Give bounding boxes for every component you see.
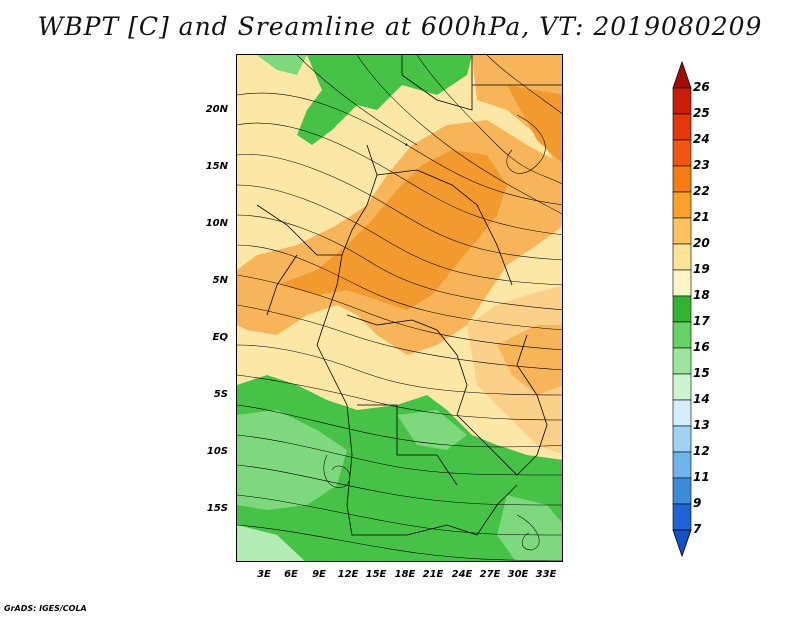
colorbar-cell	[672, 217, 692, 245]
colorbar-bottom-arrow	[672, 529, 692, 558]
colorbar-cell	[672, 373, 692, 401]
colorbar-cells	[672, 87, 692, 531]
colorbar-cell	[672, 295, 692, 323]
colorbar-cell	[672, 165, 692, 193]
chart-title: WBPT [C] and Sreamline at 600hPa, VT: 20…	[37, 12, 763, 41]
colorbar-level-label: 9	[693, 496, 702, 510]
country-borders	[256, 55, 562, 536]
lat-label-15s: 15S	[206, 503, 228, 514]
green-north	[297, 55, 472, 145]
green-northwest	[257, 55, 307, 75]
darkorange-central	[277, 150, 507, 310]
colorbar-cell	[672, 347, 692, 375]
colorbar-level-label: 16	[693, 340, 710, 354]
colorbar-level-label: 14	[693, 392, 710, 406]
colorbar-level-label: 7	[693, 522, 702, 536]
colorbar-cell	[672, 113, 692, 141]
lat-label-10n: 10N	[205, 218, 228, 229]
lon-label-12e: 12E	[337, 569, 359, 580]
lat-label-5n: 5N	[212, 275, 228, 286]
footer-credit: GrADS: IGES/COLA	[4, 604, 87, 613]
lat-label-20n: 20N	[205, 104, 228, 115]
colorbar-cell	[672, 191, 692, 219]
colorbar-cell	[672, 87, 692, 115]
colorbar-level-label: 21	[693, 210, 710, 224]
lat-label-10s: 10S	[206, 446, 228, 457]
streamlines	[237, 55, 562, 561]
colorbar-level-label: 25	[693, 106, 710, 120]
colorbar-level-label: 11	[693, 470, 710, 484]
colorbar	[672, 60, 692, 558]
lat-label-5s: 5S	[213, 389, 228, 400]
lon-label-21e: 21E	[422, 569, 444, 580]
orange-northeast	[472, 55, 562, 173]
colorbar-level-label: 20	[693, 236, 710, 250]
wbpt-field-map	[237, 55, 562, 561]
colorbar-cell	[672, 269, 692, 297]
lat-label-15n: 15N	[205, 161, 228, 172]
colorbar-cell	[672, 139, 692, 167]
lightgreen-south	[397, 410, 467, 450]
colorbar-cell	[672, 243, 692, 271]
colorbar-level-label: 17	[693, 314, 710, 328]
colorbar-cell	[672, 477, 692, 505]
lon-label-15e: 15E	[365, 569, 387, 580]
orange-east	[497, 325, 562, 395]
lon-label-3e: 3E	[257, 569, 271, 580]
lightgreen-southwest	[237, 410, 347, 510]
map-panel	[236, 54, 563, 562]
lon-label-27e: 27E	[479, 569, 501, 580]
colorbar-level-label: 13	[693, 418, 710, 432]
colorbar-level-label: 18	[693, 288, 710, 302]
palegreen-southwest	[237, 525, 305, 561]
colorbar-level-label: 26	[693, 80, 710, 94]
orange-west	[237, 280, 297, 330]
colorbar-level-label: 22	[693, 184, 710, 198]
lon-label-30e: 30E	[507, 569, 529, 580]
colorbar-cell	[672, 451, 692, 479]
colorbar-level-label: 12	[693, 444, 710, 458]
colorbar-cell	[672, 399, 692, 427]
colorbar-level-label: 19	[693, 262, 710, 276]
colorbar-cell	[672, 503, 692, 531]
colorbar-cell	[672, 321, 692, 349]
colorbar-level-label: 23	[693, 158, 710, 172]
colorbar-cell	[672, 425, 692, 453]
lon-label-18e: 18E	[394, 569, 416, 580]
colorbar-level-label: 15	[693, 366, 710, 380]
lightgreen-southeast	[497, 495, 562, 561]
lon-label-33e: 33E	[535, 569, 557, 580]
darkorange-northeast	[507, 85, 562, 164]
lon-label-6e: 6E	[284, 569, 298, 580]
colorbar-top-arrow	[672, 60, 692, 89]
lon-label-9e: 9E	[312, 569, 326, 580]
lon-label-24e: 24E	[451, 569, 473, 580]
lat-label-eq: EQ	[212, 332, 228, 343]
colorbar-level-label: 24	[693, 132, 710, 146]
